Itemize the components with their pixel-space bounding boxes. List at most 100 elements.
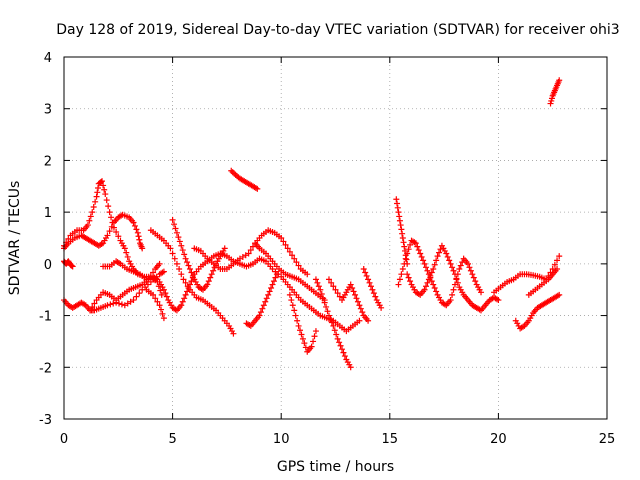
- data-point: [116, 300, 123, 307]
- data-point: [312, 328, 319, 335]
- data-point: [299, 335, 306, 342]
- data-point: [556, 291, 563, 298]
- data-point: [108, 214, 115, 221]
- data-point: [272, 274, 279, 281]
- data-point: [133, 293, 140, 300]
- data-point: [87, 307, 94, 314]
- data-point: [288, 297, 295, 304]
- data-point: [404, 250, 411, 257]
- data-point: [407, 278, 414, 285]
- data-point: [399, 235, 406, 241]
- data-point: [325, 312, 332, 319]
- data-point: [327, 316, 334, 323]
- data-point: [449, 291, 456, 298]
- data-point: [118, 301, 125, 308]
- data-point: [401, 243, 408, 250]
- data-point: [102, 191, 109, 198]
- data-point: [356, 317, 363, 324]
- data-point: [259, 305, 266, 312]
- chart-title: Day 128 of 2019, Sidereal Day-to-day VTE…: [56, 22, 619, 38]
- data-point: [433, 288, 440, 295]
- series-trace-12: [228, 167, 261, 192]
- x-tick-label: 25: [599, 432, 616, 447]
- data-point: [94, 189, 101, 196]
- data-point: [554, 257, 561, 264]
- data-point: [123, 249, 130, 256]
- data-point: [428, 269, 435, 276]
- data-point: [106, 209, 113, 216]
- data-point: [254, 185, 261, 192]
- data-point: [324, 308, 331, 315]
- data-point: [424, 267, 431, 274]
- data-point: [105, 203, 112, 210]
- data-point: [336, 339, 343, 346]
- data-point: [179, 298, 186, 305]
- data-point: [181, 251, 188, 258]
- series-trace-23: [512, 291, 563, 332]
- data-point: [171, 255, 178, 262]
- data-point: [229, 169, 236, 176]
- data-point: [450, 286, 457, 293]
- data-point: [404, 271, 411, 278]
- data-point: [395, 209, 402, 216]
- data-point: [182, 255, 189, 262]
- data-point: [328, 279, 335, 286]
- data-point: [399, 266, 406, 273]
- data-point: [221, 245, 228, 252]
- y-tick-label: -3: [39, 413, 52, 428]
- data-point: [205, 278, 212, 285]
- data-point: [150, 291, 157, 298]
- data-point: [92, 198, 99, 205]
- data-point: [339, 346, 346, 353]
- data-point: [113, 228, 120, 235]
- data-point: [97, 178, 104, 185]
- data-point: [378, 304, 385, 311]
- data-point: [90, 203, 97, 210]
- data-point: [176, 266, 183, 273]
- data-point: [336, 293, 343, 300]
- data-point: [289, 252, 296, 259]
- data-point: [169, 250, 176, 257]
- data-point: [436, 249, 443, 256]
- data-point: [173, 260, 180, 267]
- data-point: [396, 276, 403, 283]
- data-point: [245, 250, 252, 257]
- data-point: [289, 302, 296, 309]
- data-point: [556, 253, 563, 260]
- data-point: [167, 245, 174, 252]
- data-point: [87, 213, 94, 220]
- data-point: [115, 233, 122, 240]
- data-point: [340, 349, 347, 356]
- series-trace-5: [61, 258, 76, 270]
- data-point: [425, 276, 432, 283]
- data-point: [403, 256, 410, 263]
- data-point: [295, 262, 302, 269]
- data-point: [247, 247, 254, 254]
- series-trace-4: [87, 260, 163, 314]
- data-point: [189, 272, 196, 279]
- data-point: [178, 271, 185, 278]
- data-point: [184, 288, 191, 295]
- data-point: [286, 248, 293, 255]
- data-point: [399, 230, 406, 237]
- data-point: [298, 331, 305, 338]
- data-point: [360, 266, 367, 273]
- data-point: [263, 295, 270, 302]
- x-tick-label: 20: [490, 432, 507, 447]
- data-point: [556, 77, 563, 84]
- data-point: [312, 276, 319, 283]
- data-point: [292, 312, 299, 319]
- data-point: [297, 327, 304, 334]
- data-point: [423, 264, 429, 271]
- data-point: [93, 193, 100, 200]
- data-point: [304, 271, 311, 278]
- data-point: [186, 266, 193, 273]
- data-point: [269, 281, 276, 288]
- data-point: [157, 287, 164, 294]
- data-point: [405, 246, 412, 253]
- data-point: [182, 279, 189, 286]
- data-point: [347, 281, 354, 288]
- data-point: [418, 253, 425, 260]
- data-point: [185, 284, 192, 291]
- data-point: [328, 319, 335, 326]
